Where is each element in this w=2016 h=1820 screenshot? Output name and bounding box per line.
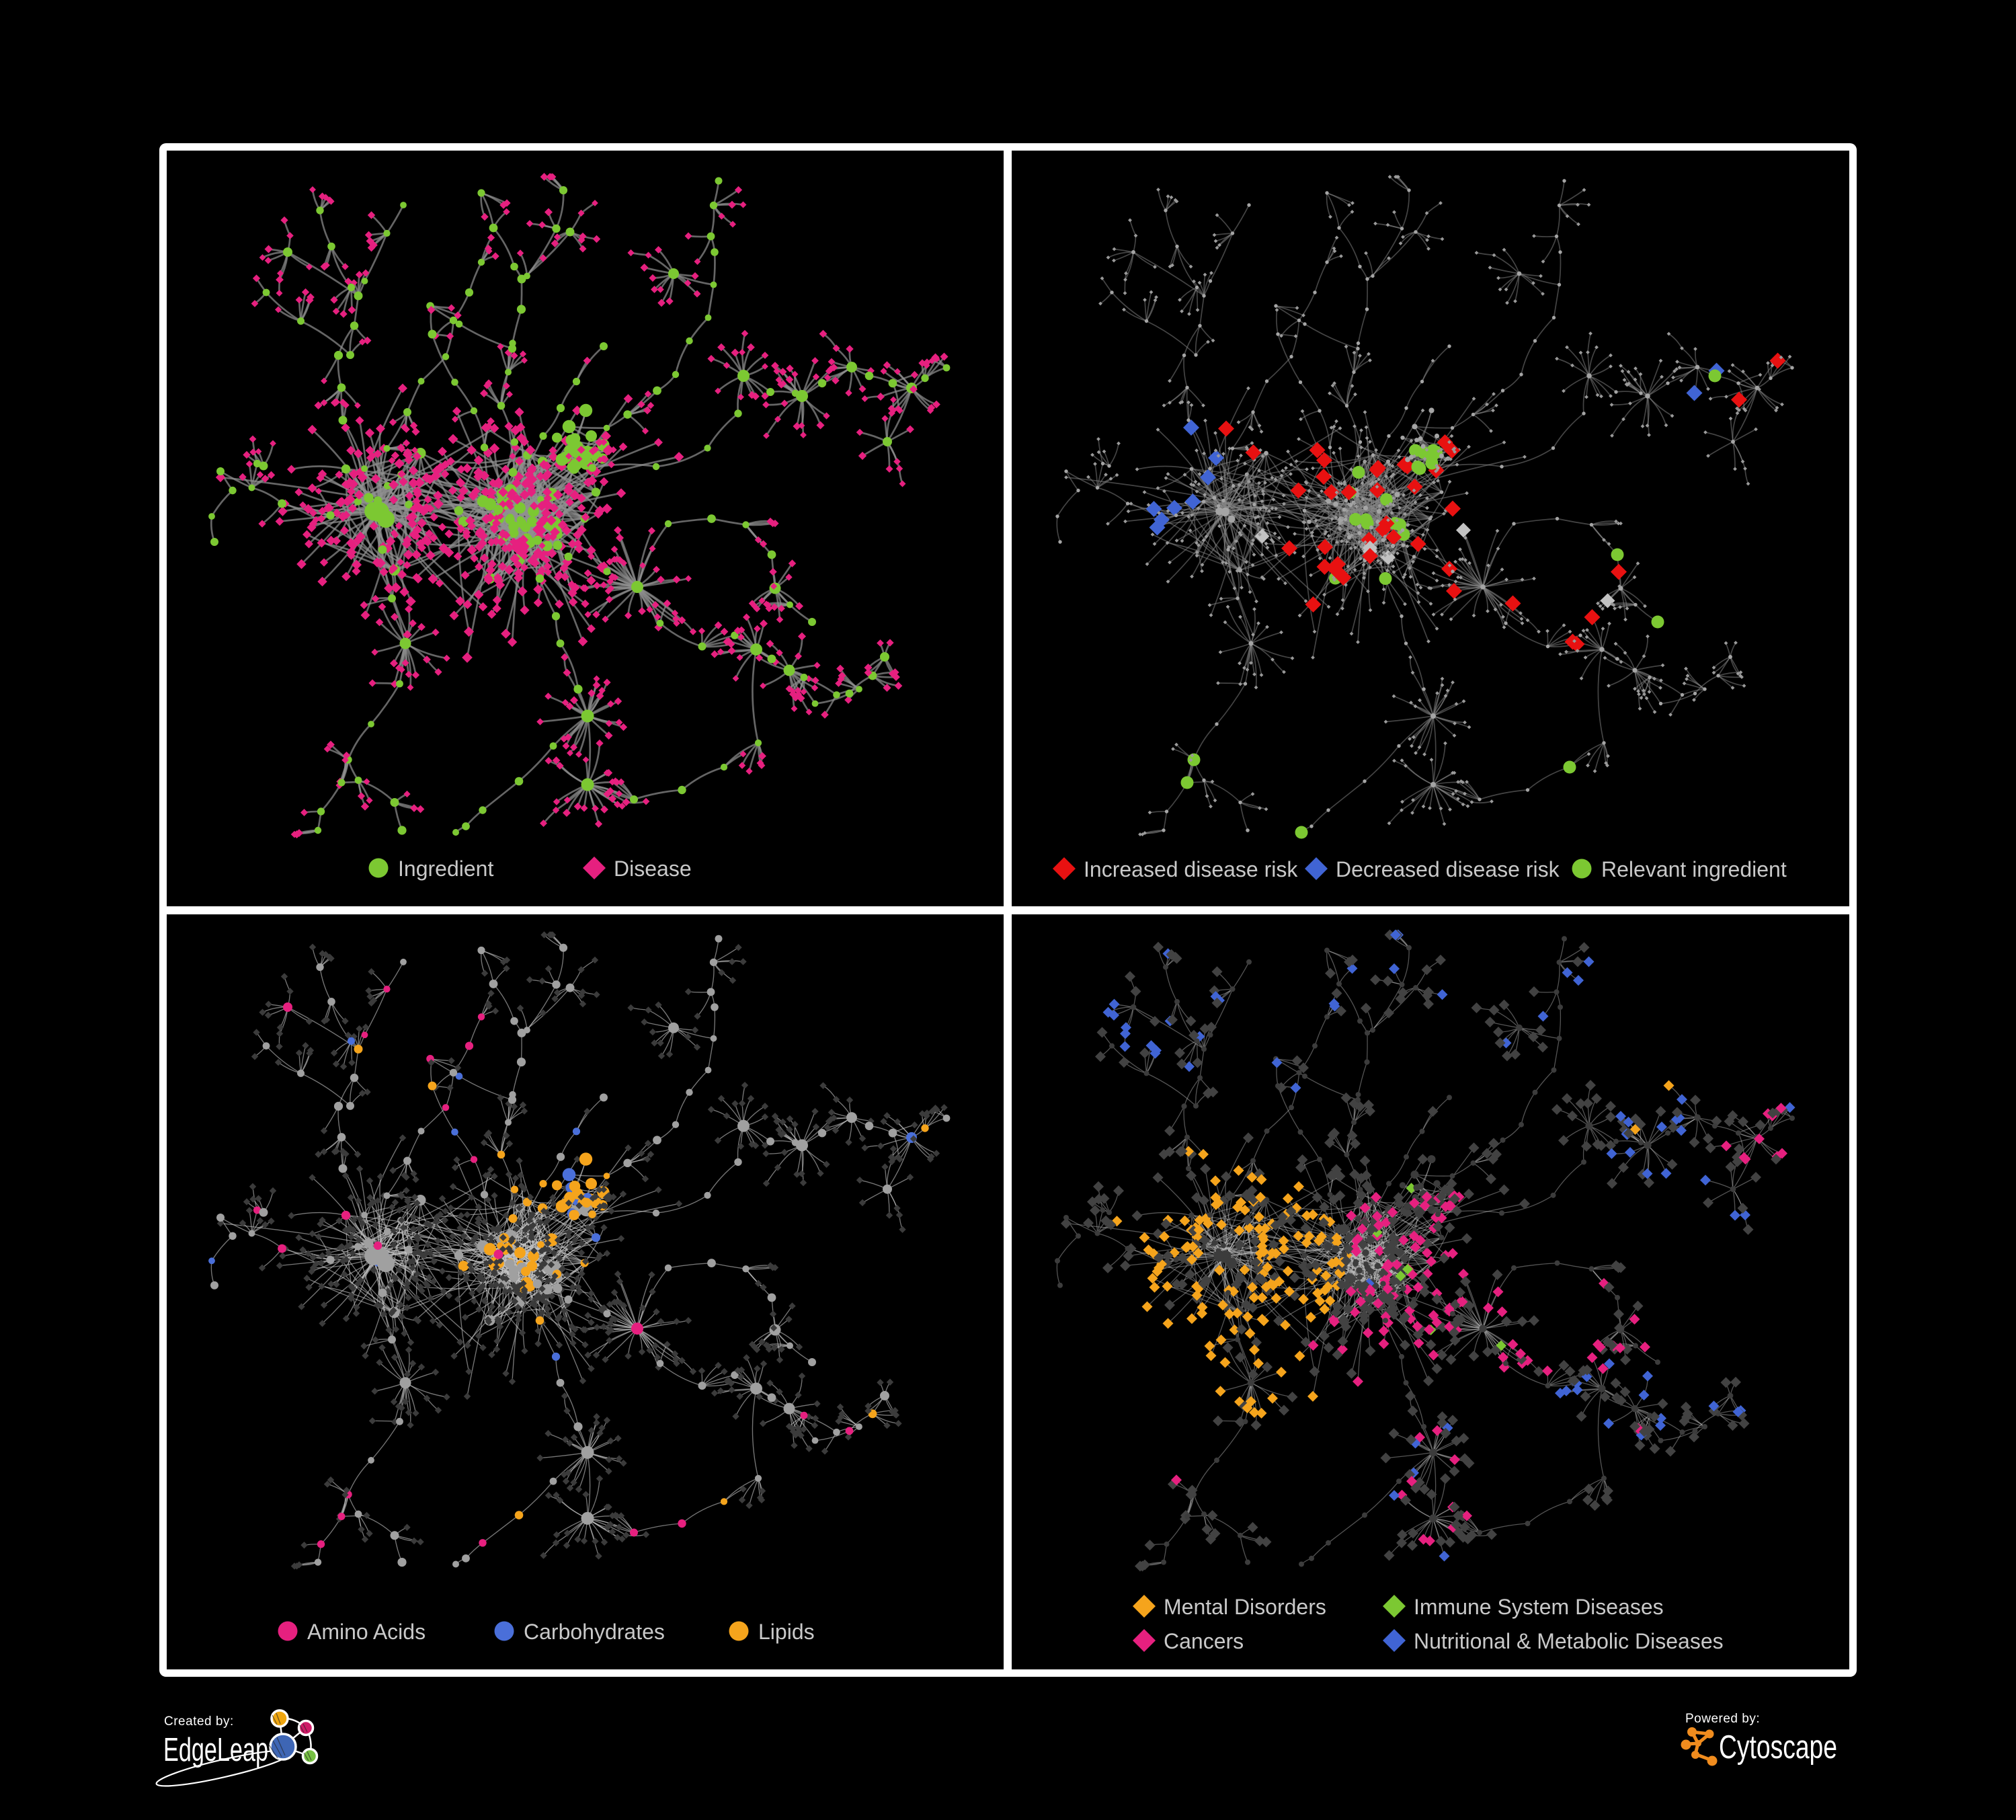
svg-text:Powered by:: Powered by: [1685,1712,1760,1726]
svg-text:Ingredient: Ingredient [398,857,493,881]
svg-text:Disease: Disease [614,857,692,881]
svg-text:Created by:: Created by: [164,1714,234,1729]
svg-text:Amino Acids: Amino Acids [307,1620,426,1644]
svg-text:Nutritional & Metabolic Diseas: Nutritional & Metabolic Diseases [1414,1629,1724,1653]
svg-text:EdgeLeap: EdgeLeap [163,1732,268,1768]
svg-text:Cytoscape: Cytoscape [1719,1729,1837,1766]
svg-text:Cancers: Cancers [1164,1629,1244,1653]
svg-text:Mental Disorders: Mental Disorders [1164,1595,1326,1619]
svg-text:Increased disease risk: Increased disease risk [1084,857,1298,881]
svg-text:Relevant ingredient: Relevant ingredient [1601,857,1787,881]
svg-text:Lipids: Lipids [758,1620,815,1644]
svg-text:Decreased disease risk: Decreased disease risk [1336,857,1560,881]
svg-text:Carbohydrates: Carbohydrates [524,1620,665,1644]
svg-text:Immune System Diseases: Immune System Diseases [1414,1595,1664,1619]
